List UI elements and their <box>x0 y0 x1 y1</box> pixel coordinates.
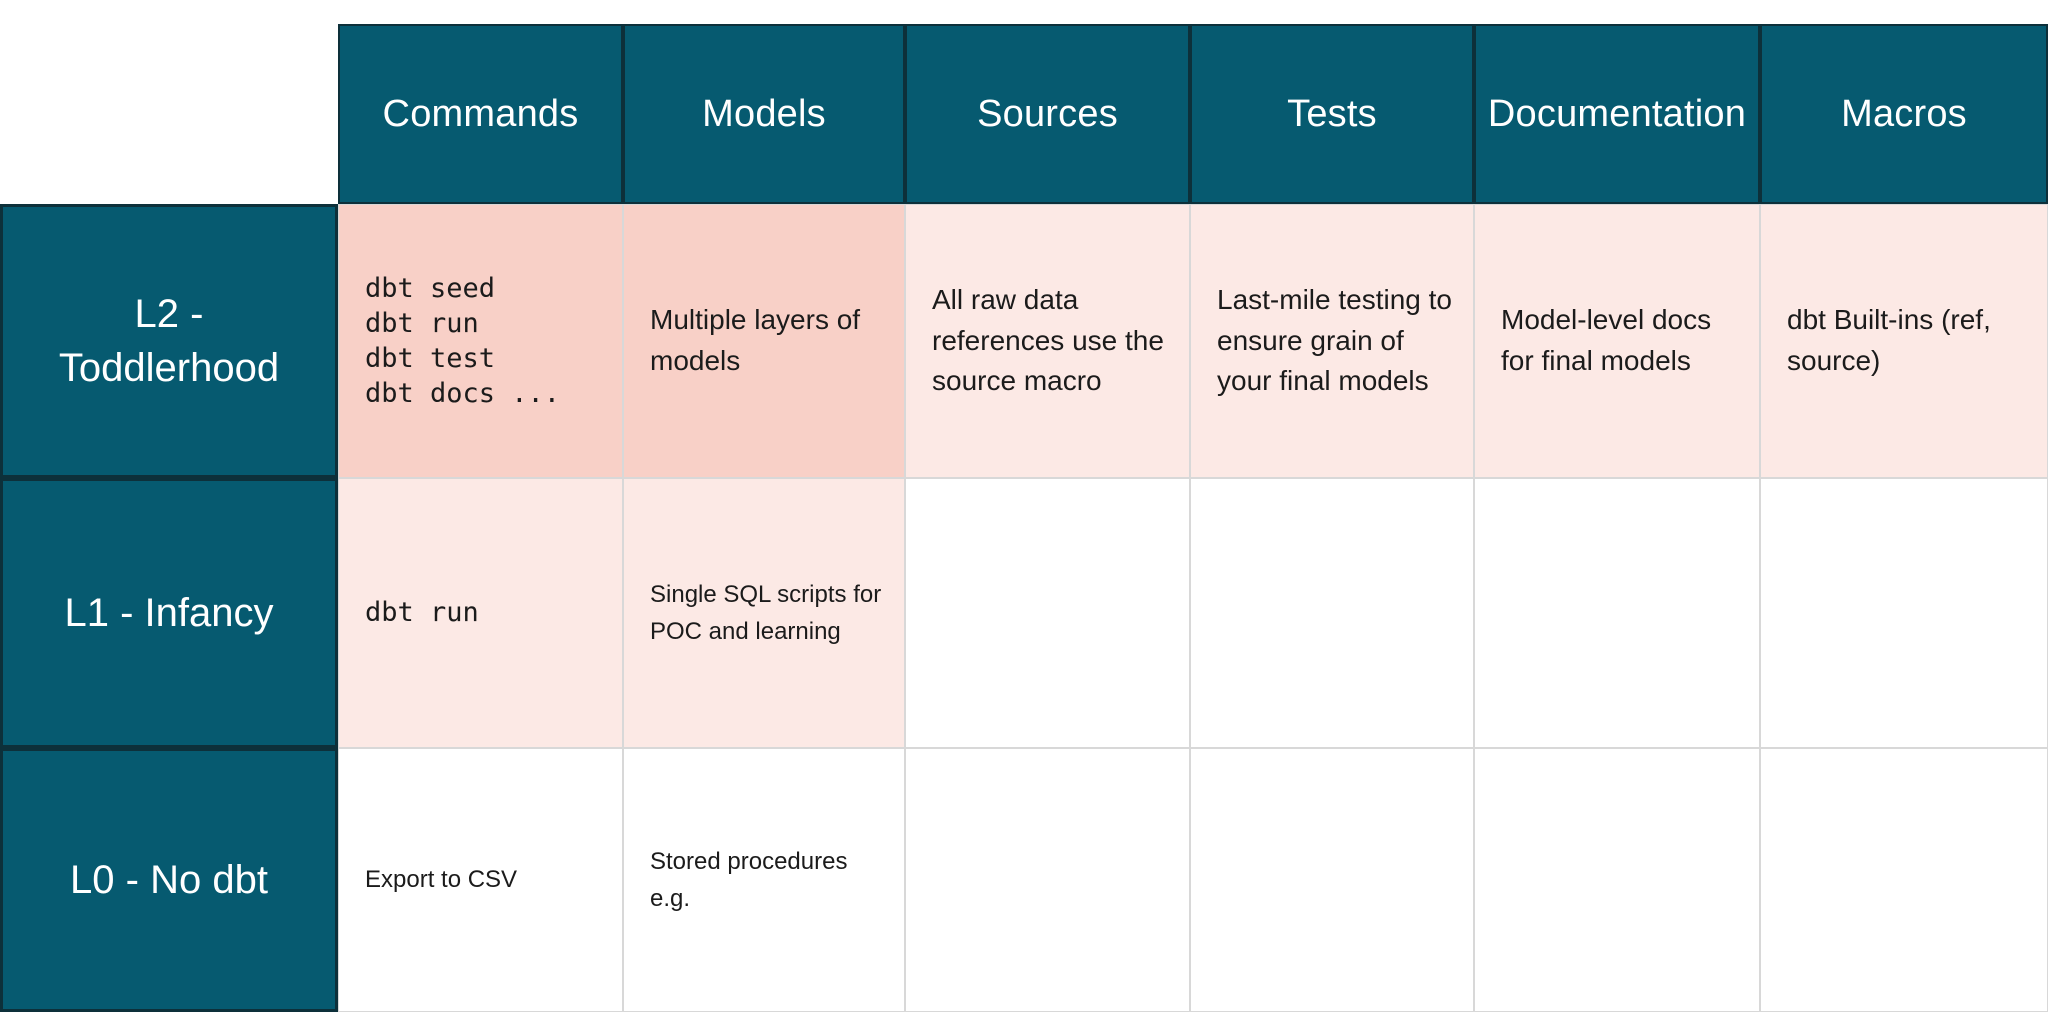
cell-l0-tests <box>1190 748 1474 1012</box>
column-header-label: Documentation <box>1487 92 1747 135</box>
cell-l1-tests <box>1190 478 1474 748</box>
column-header-documentation: Documentation <box>1474 24 1760 204</box>
cell-l2-tests: Last-mile testing to ensure grain of you… <box>1190 204 1474 478</box>
cell-l1-macros <box>1760 478 2048 748</box>
table-corner-blank <box>0 24 338 204</box>
cell-l2-macros: dbt Built-ins (ref, source) <box>1760 204 2048 478</box>
column-header-label: Models <box>702 92 826 135</box>
row-header-l2-toddlerhood: L2 - Toddlerhood <box>0 204 338 478</box>
cell-l0-commands: Export to CSV <box>338 748 623 1012</box>
row-header-label: L1 - Infancy <box>64 591 274 635</box>
column-header-models: Models <box>623 24 905 204</box>
column-header-macros: Macros <box>1760 24 2048 204</box>
cell-l2-commands: dbt seed dbt run dbt test dbt docs ... <box>338 204 623 478</box>
column-header-label: Sources <box>977 92 1118 135</box>
cell-l0-models: Stored procedures e.g. <box>623 748 905 1012</box>
cell-l1-documentation <box>1474 478 1760 748</box>
cell-l0-documentation <box>1474 748 1760 1012</box>
cell-l2-documentation: Model-level docs for final models <box>1474 204 1760 478</box>
cell-l2-sources: All raw data references use the source m… <box>905 204 1190 478</box>
maturity-table: Commands Models Sources Tests Documentat… <box>0 24 2048 1012</box>
cell-l2-models: Multiple layers of models <box>623 204 905 478</box>
row-header-label: L0 - No dbt <box>70 858 268 902</box>
cell-l1-models: Single SQL scripts for POC and learning <box>623 478 905 748</box>
column-header-sources: Sources <box>905 24 1190 204</box>
cell-l1-sources <box>905 478 1190 748</box>
row-header-l1-infancy: L1 - Infancy <box>0 478 338 748</box>
column-header-commands: Commands <box>338 24 623 204</box>
row-header-label: L2 - Toddlerhood <box>58 292 280 390</box>
column-header-label: Macros <box>1841 92 1967 135</box>
column-header-label: Tests <box>1287 92 1377 135</box>
cell-l0-sources <box>905 748 1190 1012</box>
column-header-label: Commands <box>382 92 579 135</box>
cell-l1-commands: dbt run <box>338 478 623 748</box>
row-header-l0-no-dbt: L0 - No dbt <box>0 748 338 1012</box>
cell-l0-macros <box>1760 748 2048 1012</box>
column-header-tests: Tests <box>1190 24 1474 204</box>
